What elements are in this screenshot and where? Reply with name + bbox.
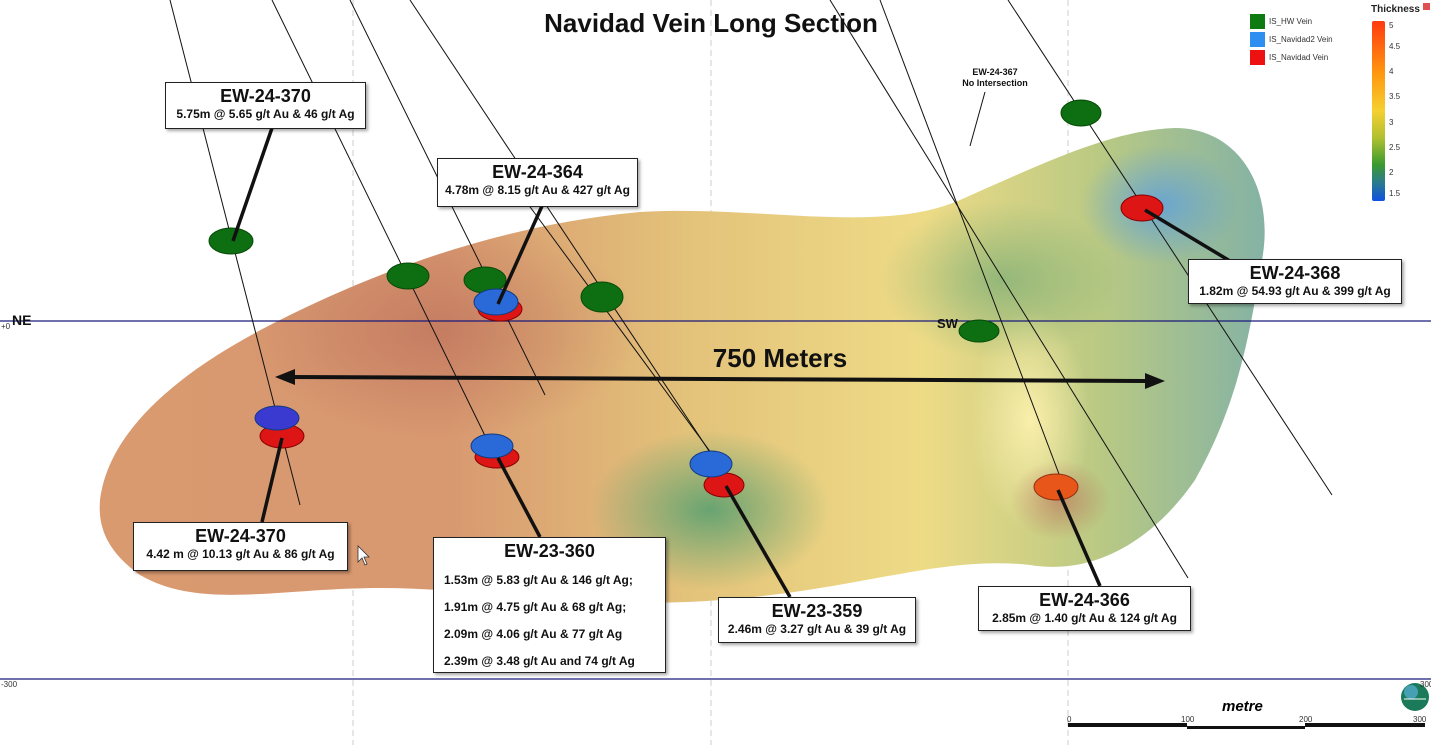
callout-assay: 1.82m @ 54.93 g/t Au & 399 g/t Ag [1199, 284, 1391, 298]
hw-vein-intercept [386, 262, 430, 290]
callout-ew-24-364: EW-24-364 4.78m @ 8.15 g/t Au & 427 g/t … [437, 158, 638, 207]
legend-item-hw-vein: IS_HW Vein [1250, 12, 1333, 30]
elevation-label-bottom: -300 [1, 680, 18, 689]
page-title: Navidad Vein Long Section [544, 8, 878, 38]
callout-ew-23-359: EW-23-359 2.46m @ 3.27 g/t Au & 39 g/t A… [718, 597, 916, 643]
callout-hole-id: EW-24-364 [492, 162, 583, 182]
callout-ew-24-366: EW-24-366 2.85m @ 1.40 g/t Au & 124 g/t … [978, 586, 1191, 631]
hw-vein-intercept [580, 281, 624, 313]
thickness-tick: 3.5 [1389, 92, 1401, 101]
thickness-tick: 2.5 [1389, 143, 1401, 152]
hw-vein-intercept [1060, 99, 1102, 127]
callout-hole-id: EW-24-366 [1039, 590, 1130, 610]
vein-intercepts [208, 99, 1164, 501]
callout-assay: 2.39m @ 3.48 g/t Au and 74 g/t Ag [444, 654, 635, 668]
callout-hole-id: EW-23-359 [771, 601, 863, 621]
callout-ew-24-370-lower: EW-24-370 4.42 m @ 10.13 g/t Au & 86 g/t… [133, 522, 348, 571]
hw-vein-intercept [958, 319, 1000, 343]
legend-swatch [1250, 49, 1265, 65]
thickness-tick: 1.5 [1389, 189, 1401, 198]
callout-assay: 4.42 m @ 10.13 g/t Au & 86 g/t Ag [146, 547, 335, 561]
thickness-tick: 4 [1389, 67, 1394, 76]
thickness-tick: 4.5 [1389, 42, 1401, 51]
scale-tick: 100 [1181, 715, 1195, 724]
callout-assay: 2.09m @ 4.06 g/t Au & 77 g/t Ag [444, 627, 623, 641]
callout-assay: 2.46m @ 3.27 g/t Au & 39 g/t Ag [727, 622, 907, 636]
mouse-cursor-icon [357, 545, 370, 566]
no-intersection-text: No Intersection [962, 78, 1028, 88]
callout-assay: 4.78m @ 8.15 g/t Au & 427 g/t Ag [445, 183, 630, 197]
legend-label: IS_HW Vein [1269, 16, 1313, 26]
navidad2-vein-intercept [473, 288, 519, 316]
navidad2-vein-intercept [254, 405, 300, 431]
callout-ew-23-360: EW-23-360 1.53m @ 5.83 g/t Au & 146 g/t … [433, 537, 666, 673]
distance-arrow [275, 369, 1165, 389]
callout-hole-id: EW-24-370 [220, 86, 311, 106]
navidad2-vein-intercept [470, 433, 514, 459]
scale-bar [1068, 723, 1425, 729]
callout-hole-id: EW-24-370 [195, 526, 286, 546]
scale-unit: metre [1222, 698, 1263, 715]
no-intersection-hole: EW-24-367 [972, 67, 1018, 77]
compass-globe-icon[interactable] [1401, 683, 1429, 711]
callout-hole-id: EW-23-360 [504, 541, 595, 561]
legend-swatch [1250, 13, 1265, 29]
thickness-tick: 2 [1389, 168, 1394, 177]
callout-assay: 2.85m @ 1.40 g/t Au & 124 g/t Ag [992, 611, 1177, 625]
navidad-vein-intercept [1033, 473, 1079, 501]
thickness-title: Thickness [1371, 4, 1420, 15]
legend-item-navidad-vein: IS_Navidad Vein [1250, 48, 1333, 66]
ne-label: NE [12, 312, 32, 328]
no-intersection-note: EW-24-367 No Intersection [940, 67, 1050, 89]
scale-tick: 300 [1413, 715, 1427, 724]
legend-swatch [1250, 31, 1265, 47]
legend-label: IS_Navidad Vein [1269, 52, 1329, 62]
callout-ew-24-370-upper: EW-24-370 5.75m @ 5.65 g/t Au & 46 g/t A… [165, 82, 366, 129]
close-legend-icon[interactable] [1423, 3, 1430, 10]
elevation-label-top: +0 [1, 322, 11, 331]
scale-tick: 0 [1067, 715, 1072, 724]
vein-legend: IS_HW Vein IS_Navidad2 Vein IS_Navidad V… [1250, 12, 1333, 66]
callout-assay: 5.75m @ 5.65 g/t Au & 46 g/t Ag [176, 107, 355, 121]
callout-leaders [231, 127, 1236, 598]
elevation-label-right: 300 [1420, 680, 1431, 689]
sw-label: SW [937, 316, 958, 331]
hw-vein-intercept [208, 227, 254, 255]
callout-assay: 1.91m @ 4.75 g/t Au & 68 g/t Ag; [444, 600, 627, 614]
thickness-tick: 3 [1389, 118, 1394, 127]
legend-label: IS_Navidad2 Vein [1269, 34, 1333, 44]
callout-hole-id: EW-24-368 [1249, 263, 1341, 283]
thickness-color-bar [1372, 21, 1385, 201]
legend-item-navidad2-vein: IS_Navidad2 Vein [1250, 30, 1333, 48]
thickness-tick: 5 [1389, 21, 1394, 30]
callout-ew-24-368: EW-24-368 1.82m @ 54.93 g/t Au & 399 g/t… [1188, 259, 1402, 304]
scale-tick: 200 [1299, 715, 1313, 724]
navidad2-vein-intercept [689, 450, 733, 478]
callout-assay: 1.53m @ 5.83 g/t Au & 146 g/t Ag; [444, 573, 633, 587]
distance-label: 750 Meters [712, 343, 848, 373]
